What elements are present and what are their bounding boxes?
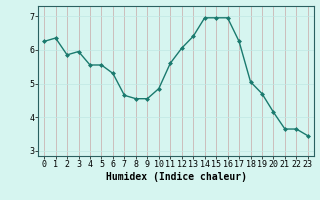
X-axis label: Humidex (Indice chaleur): Humidex (Indice chaleur)	[106, 172, 246, 182]
